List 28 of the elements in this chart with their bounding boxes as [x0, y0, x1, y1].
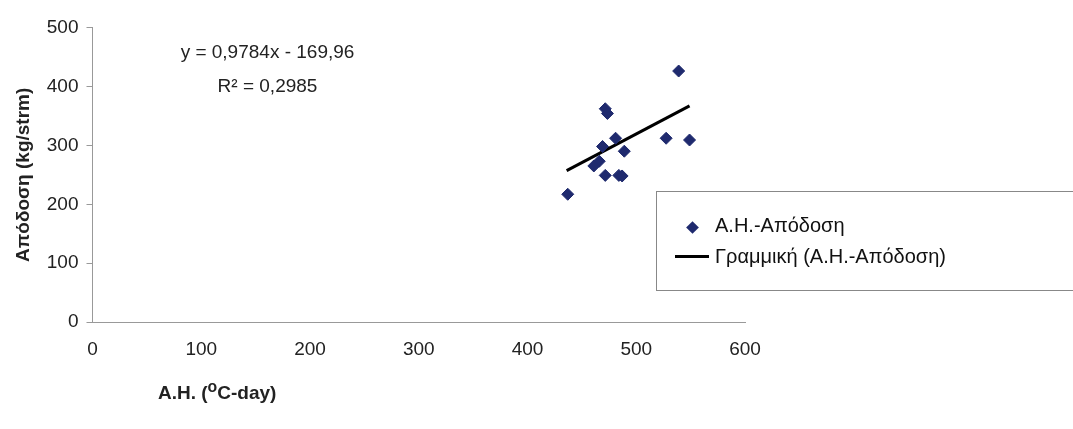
point — [561, 187, 575, 201]
y-tick-label: 500 — [46, 15, 79, 37]
x-tick-label: 500 — [620, 337, 653, 359]
y-tick-label: 0 — [67, 310, 79, 332]
x-axis-title: A.H. ($^{o}$C-day) — [158, 378, 277, 405]
y-tick-label: 300 — [46, 133, 79, 155]
point — [672, 64, 686, 78]
legend-label: Α.Η.-Απόδοση — [715, 214, 845, 237]
y-tick-label: 400 — [46, 74, 79, 96]
point — [609, 131, 623, 145]
x-tick-label: 100 — [185, 337, 218, 359]
y-axis-title: Απόδοση (kg/strm) — [11, 87, 33, 262]
point — [596, 140, 610, 153]
x-tick-label: 200 — [294, 337, 326, 359]
point — [587, 159, 601, 173]
point — [617, 144, 631, 158]
x-tick-label: 0 — [87, 337, 98, 359]
x-tick-label: 600 — [729, 337, 761, 359]
point — [598, 168, 612, 182]
point — [659, 131, 673, 145]
y-tick-label: 100 — [46, 251, 79, 273]
x-tick-label: 300 — [402, 337, 435, 359]
legend-label: Γραμμική (Α.Η.-Απόδοση) — [715, 245, 946, 268]
y-tick-label: 200 — [46, 192, 79, 214]
x-tick-label: 400 — [511, 337, 544, 359]
annotation: y = 0,9784x - 169,96 — [180, 41, 355, 62]
annotation: R² = 0,2985 — [217, 75, 318, 96]
point — [683, 133, 697, 147]
